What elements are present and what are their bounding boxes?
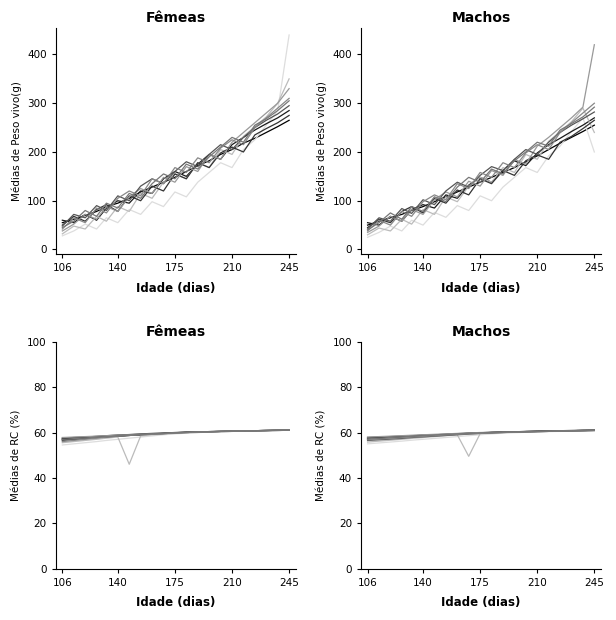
Y-axis label: Médias de RC (%): Médias de RC (%) <box>12 409 22 501</box>
X-axis label: Idade (dias): Idade (dias) <box>136 596 216 609</box>
X-axis label: Idade (dias): Idade (dias) <box>441 596 521 609</box>
Title: Machos: Machos <box>452 11 511 25</box>
Title: Fêmeas: Fêmeas <box>145 326 206 339</box>
Y-axis label: Médias de Peso vivo(g): Médias de Peso vivo(g) <box>11 81 22 201</box>
X-axis label: Idade (dias): Idade (dias) <box>136 281 216 294</box>
Title: Fêmeas: Fêmeas <box>145 11 206 25</box>
Y-axis label: Médias de Peso vivo(g): Médias de Peso vivo(g) <box>317 81 327 201</box>
X-axis label: Idade (dias): Idade (dias) <box>441 281 521 294</box>
Y-axis label: Médias de RC (%): Médias de RC (%) <box>317 409 327 501</box>
Title: Machos: Machos <box>452 326 511 339</box>
